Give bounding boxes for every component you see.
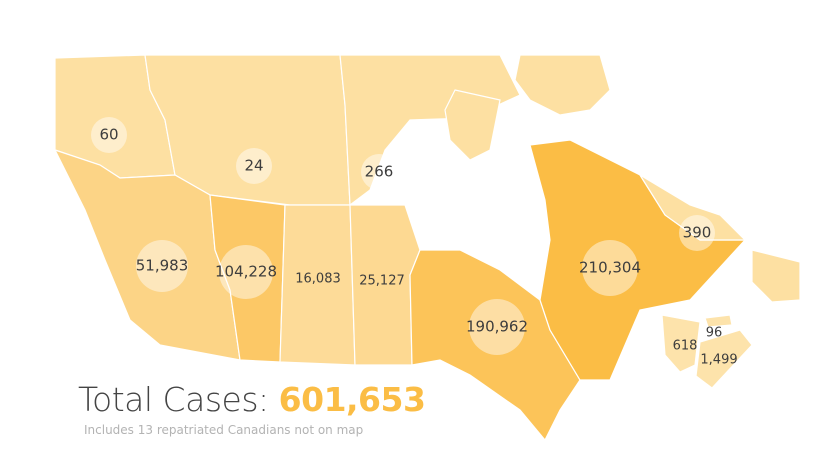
province-prince-edward-island[interactable] <box>704 314 733 328</box>
bubble-yukon <box>91 117 127 153</box>
case-label-ontario: 190,962 <box>466 318 528 336</box>
case-label-northwest-territories: 24 <box>244 157 263 175</box>
total-value: 601,653 <box>278 380 426 419</box>
bubble-british-columbia <box>136 240 188 292</box>
case-label-alberta: 104,228 <box>215 263 277 281</box>
case-label-nova-scotia: 1,499 <box>700 353 737 368</box>
bubble-ontario <box>469 299 525 355</box>
bubble-quebec <box>582 240 638 296</box>
case-label-quebec: 210,304 <box>579 259 641 277</box>
province-nunavut-islands[interactable] <box>444 89 501 161</box>
case-label-yukon: 60 <box>99 126 118 144</box>
bubble-newfoundland-and-labrador <box>679 215 715 251</box>
province-newfoundland[interactable] <box>751 249 801 303</box>
case-label-new-brunswick: 618 <box>673 339 698 354</box>
province-nunavut-islands[interactable] <box>514 54 611 116</box>
province-labrador[interactable] <box>639 174 747 241</box>
provinces <box>53 54 801 442</box>
footnote: Includes 13 repatriated Canadians not on… <box>84 423 364 437</box>
case-label-nunavut: 266 <box>365 163 394 181</box>
case-label-saskatchewan: 16,083 <box>295 272 341 287</box>
total-cases: Total Cases: 601,653 <box>78 380 426 419</box>
case-label-manitoba: 25,127 <box>359 274 405 289</box>
bubble-alberta <box>219 245 273 299</box>
case-label-british-columbia: 51,983 <box>136 257 189 275</box>
case-label-newfoundland-and-labrador: 390 <box>683 224 712 242</box>
bubbles: 60 24 266 51,983 104,228 16,083 25,127 190,962 2… <box>91 117 738 368</box>
case-label-prince-edward-island: 96 <box>706 326 723 341</box>
province-new-brunswick[interactable] <box>661 314 701 373</box>
province-nova-scotia[interactable] <box>695 329 753 389</box>
bubble-nunavut <box>361 154 397 190</box>
bubble-northwest-territories <box>236 148 272 184</box>
province-nunavut[interactable] <box>339 54 521 207</box>
province-ontario[interactable] <box>409 249 581 442</box>
total-label: Total Cases: <box>78 380 269 419</box>
